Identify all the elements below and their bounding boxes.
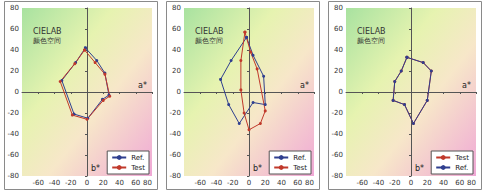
svg-text:Ref.: Ref. — [293, 154, 306, 162]
svg-text:-60: -60 — [332, 151, 343, 159]
svg-text:0: 0 — [85, 179, 89, 187]
svg-text:a*: a* — [300, 81, 309, 90]
svg-text:80: 80 — [172, 4, 181, 12]
svg-text:-60: -60 — [8, 151, 19, 159]
svg-text:-20: -20 — [332, 109, 343, 117]
svg-text:20: 20 — [261, 179, 270, 187]
svg-text:80: 80 — [467, 179, 476, 187]
svg-text:80: 80 — [143, 179, 152, 187]
svg-text:60: 60 — [172, 25, 181, 33]
svg-text:CIELAB: CIELAB — [33, 27, 62, 36]
svg-text:-20: -20 — [8, 109, 19, 117]
svg-text:40: 40 — [115, 179, 124, 187]
svg-text:-80: -80 — [332, 172, 343, 180]
svg-text:0: 0 — [339, 88, 343, 96]
svg-text:80: 80 — [305, 179, 314, 187]
svg-text:60: 60 — [10, 25, 19, 33]
svg-text:Ref.: Ref. — [455, 164, 468, 172]
svg-text:Ref.: Ref. — [131, 154, 144, 162]
svg-text:-40: -40 — [211, 179, 222, 187]
svg-text:60: 60 — [455, 179, 464, 187]
svg-text:0: 0 — [177, 88, 181, 96]
svg-text:a*: a* — [462, 81, 471, 90]
svg-text:-60: -60 — [195, 179, 206, 187]
svg-text:60: 60 — [334, 25, 343, 33]
svg-text:Test: Test — [130, 164, 145, 172]
svg-text:-60: -60 — [170, 151, 181, 159]
svg-text:0: 0 — [409, 179, 413, 187]
svg-text:-40: -40 — [8, 130, 19, 138]
svg-text:20: 20 — [423, 179, 432, 187]
svg-text:颜色空间: 颜色空间 — [357, 37, 385, 45]
svg-text:颜色空间: 颜色空间 — [33, 37, 61, 45]
svg-text:-20: -20 — [65, 179, 76, 187]
svg-text:Test: Test — [454, 154, 469, 162]
svg-text:80: 80 — [334, 4, 343, 12]
svg-text:60: 60 — [293, 179, 302, 187]
svg-text:-80: -80 — [170, 172, 181, 180]
svg-text:CIELAB: CIELAB — [195, 27, 224, 36]
svg-text:0: 0 — [15, 88, 19, 96]
svg-text:Test: Test — [292, 164, 307, 172]
svg-text:-80: -80 — [8, 172, 19, 180]
svg-text:a*: a* — [138, 81, 147, 90]
svg-text:40: 40 — [10, 46, 19, 54]
svg-text:-40: -40 — [170, 130, 181, 138]
svg-text:-40: -40 — [332, 130, 343, 138]
svg-text:-20: -20 — [170, 109, 181, 117]
svg-text:0: 0 — [247, 179, 251, 187]
svg-text:b*: b* — [253, 164, 262, 173]
svg-text:20: 20 — [10, 67, 19, 75]
svg-text:20: 20 — [99, 179, 108, 187]
svg-text:40: 40 — [172, 46, 181, 54]
svg-text:-60: -60 — [33, 179, 44, 187]
svg-text:20: 20 — [334, 67, 343, 75]
svg-text:-20: -20 — [389, 179, 400, 187]
svg-text:-20: -20 — [227, 179, 238, 187]
svg-text:颜色空间: 颜色空间 — [195, 37, 223, 45]
svg-text:-60: -60 — [357, 179, 368, 187]
svg-text:CIELAB: CIELAB — [357, 27, 386, 36]
svg-text:60: 60 — [131, 179, 140, 187]
svg-text:40: 40 — [439, 179, 448, 187]
svg-text:40: 40 — [277, 179, 286, 187]
svg-text:-40: -40 — [373, 179, 384, 187]
svg-text:20: 20 — [172, 67, 181, 75]
svg-text:-40: -40 — [49, 179, 60, 187]
svg-text:b*: b* — [91, 164, 100, 173]
svg-text:40: 40 — [334, 46, 343, 54]
svg-text:80: 80 — [10, 4, 19, 12]
svg-text:b*: b* — [415, 164, 424, 173]
